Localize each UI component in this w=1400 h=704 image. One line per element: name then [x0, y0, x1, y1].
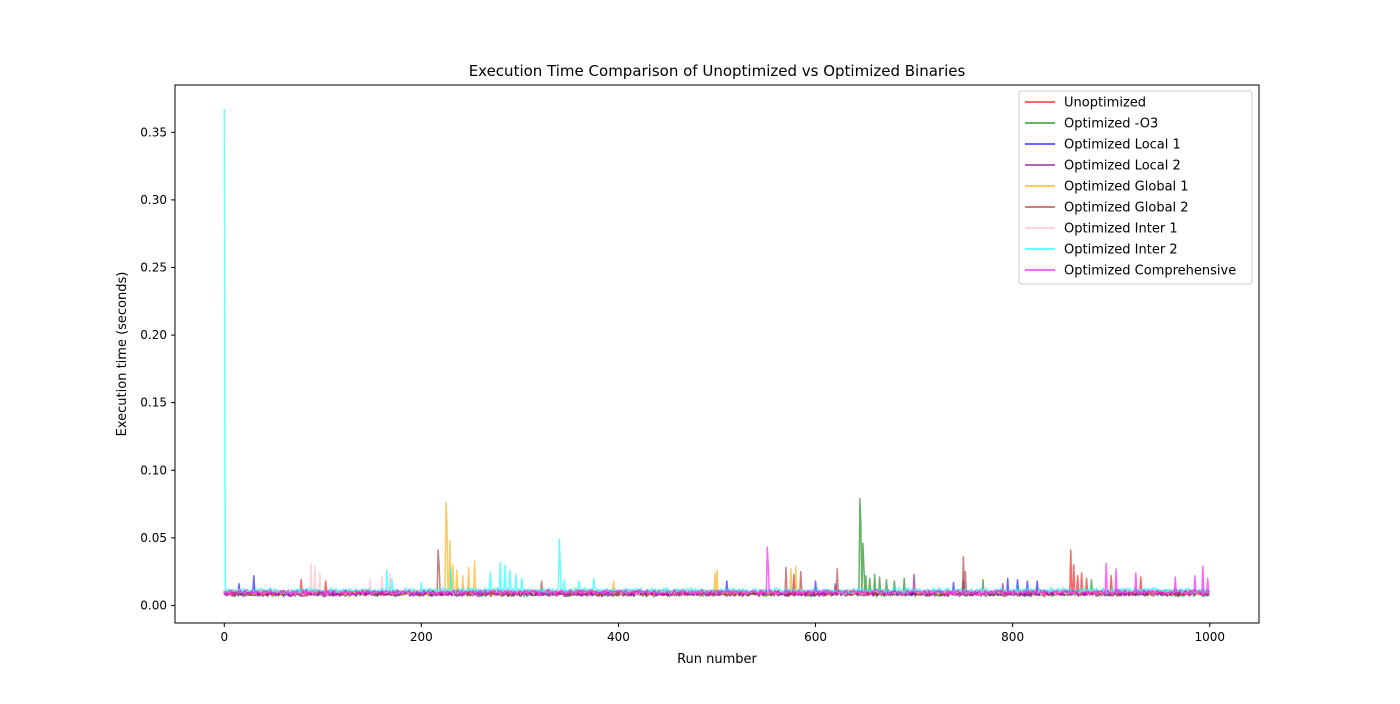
legend-label: Unoptimized: [1064, 96, 1146, 111]
series-lines: [223, 108, 1210, 598]
y-tick-label: 0.00: [140, 598, 167, 612]
y-tick-label: 0.20: [140, 328, 167, 342]
series-line-optimized-global-1: [223, 501, 1210, 597]
x-tick-label: 200: [410, 630, 433, 644]
y-axis-label: Execution time (seconds): [115, 272, 130, 437]
y-tick-label: 0.05: [140, 531, 167, 545]
x-tick-label: 0: [220, 630, 228, 644]
legend-label: Optimized Inter 1: [1064, 222, 1178, 237]
series-line-optimized-comprehensive: [223, 546, 1210, 597]
x-axis-label: Run number: [677, 652, 757, 667]
legend-label: Optimized Global 1: [1064, 180, 1189, 195]
y-tick-label: 0.35: [140, 125, 167, 139]
legend-label: Optimized -O3: [1064, 117, 1158, 132]
legend-label: Optimized Global 2: [1064, 201, 1189, 216]
legend-label: Optimized Inter 2: [1064, 243, 1178, 258]
legend-box: [1018, 90, 1253, 285]
chart-legend: Unoptimized Optimized -O3 Optimized Local …: [1018, 90, 1253, 285]
chart-title: Execution Time Comparison of Unoptimized…: [469, 62, 966, 80]
legend-items: Unoptimized Optimized -O3 Optimized Local …: [1025, 96, 1236, 279]
legend-label: Optimized Local 2: [1064, 159, 1181, 174]
y-tick-label: 0.30: [140, 193, 167, 207]
y-tick-label: 0.25: [140, 260, 167, 274]
x-tick-label: 1000: [1194, 630, 1225, 644]
plot-area-frame: [174, 84, 1260, 624]
legend-label: Optimized Comprehensive: [1064, 264, 1236, 279]
y-axis-ticks: 0.00 0.05 0.10 0.15 0.20 0.25 0.30 0.35: [140, 125, 175, 612]
x-tick-label: 400: [607, 630, 630, 644]
x-axis-ticks: 0 200 400 600 800 1000: [220, 623, 1225, 644]
y-tick-label: 0.10: [140, 463, 167, 477]
y-tick-label: 0.15: [140, 396, 167, 410]
legend-label: Optimized Local 1: [1064, 138, 1181, 153]
x-tick-label: 600: [804, 630, 827, 644]
x-tick-label: 800: [1001, 630, 1024, 644]
